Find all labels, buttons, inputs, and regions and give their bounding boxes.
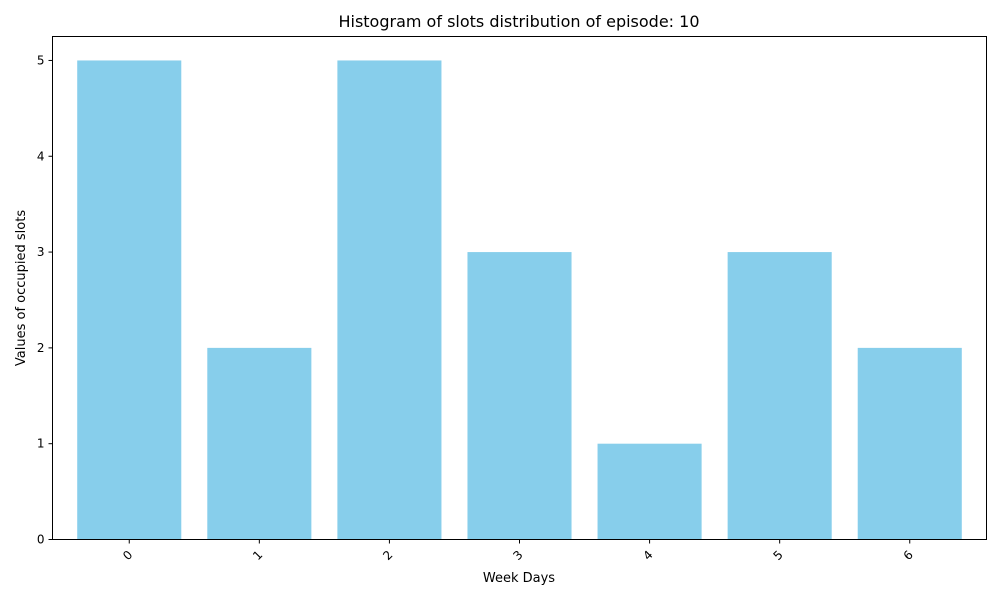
bar-0 [77,60,182,540]
bar-6 [857,347,962,540]
y-tick-label: 0 [37,533,45,547]
y-tick-label: 3 [37,245,45,259]
bar-3 [467,252,572,540]
bar-5 [727,252,832,540]
y-axis-ticks: 0 1 2 3 4 5 [37,53,53,547]
bars-group [77,60,962,540]
bar-4 [597,443,702,540]
y-axis-label: Values of occupied slots [14,210,29,366]
bar-2 [337,60,442,540]
chart-title: Histogram of slots distribution of episo… [338,12,699,31]
y-tick-label: 5 [37,53,45,67]
x-axis-label: Week Days [483,571,555,586]
y-tick-label: 1 [37,437,45,451]
y-tick-label: 2 [37,341,45,355]
y-tick-label: 4 [37,149,45,163]
bar-1 [207,347,312,540]
